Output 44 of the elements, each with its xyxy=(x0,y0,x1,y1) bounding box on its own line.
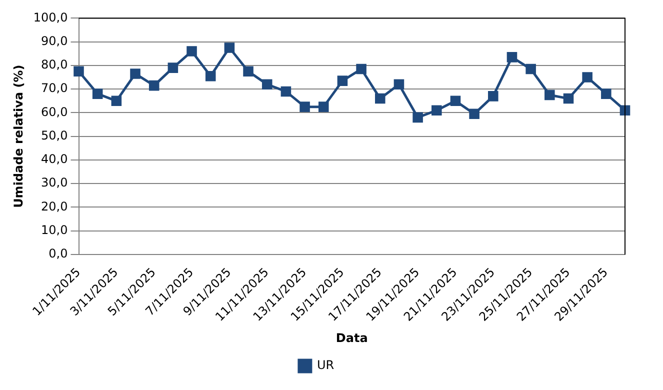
y-tick-label: 0,0 xyxy=(48,246,68,261)
point xyxy=(74,66,84,77)
point xyxy=(280,86,292,97)
point xyxy=(412,112,423,123)
point xyxy=(262,79,272,90)
legend-label: UR xyxy=(316,358,334,372)
y-tick-label: 20,0 xyxy=(41,199,68,214)
point xyxy=(318,102,329,112)
point xyxy=(544,90,555,100)
y-tick-label: 10,0 xyxy=(41,223,68,238)
y-tick-label: 80,0 xyxy=(41,58,68,72)
y-tick-label: 30,0 xyxy=(41,176,68,190)
point xyxy=(374,93,386,104)
y-axis-title: Umidade relativa (%) xyxy=(11,64,26,208)
point xyxy=(601,88,612,99)
point xyxy=(506,52,518,62)
point xyxy=(243,66,254,77)
y-tick-label: 40,0 xyxy=(41,152,68,166)
point xyxy=(111,96,122,106)
point xyxy=(224,42,235,53)
y-tick-label: 70,0 xyxy=(41,81,68,96)
point xyxy=(186,46,197,56)
y-tick-label: 60,0 xyxy=(41,104,68,119)
point xyxy=(168,62,178,73)
point xyxy=(300,102,310,112)
point xyxy=(620,105,630,116)
y-tick-label: 100,0 xyxy=(33,10,68,24)
point xyxy=(356,64,366,74)
point xyxy=(432,105,442,116)
point xyxy=(92,88,103,99)
point xyxy=(469,108,480,120)
point xyxy=(148,80,160,91)
point xyxy=(563,93,574,104)
point xyxy=(205,70,216,82)
y-tick-label: 90,0 xyxy=(41,34,68,48)
point xyxy=(337,76,348,86)
point xyxy=(450,96,461,106)
y-tick-label: 50,0 xyxy=(41,128,68,142)
point xyxy=(488,91,498,102)
point xyxy=(526,64,536,74)
point xyxy=(394,79,404,90)
x-axis-title: Data xyxy=(336,330,368,345)
point xyxy=(582,72,592,82)
point xyxy=(130,68,140,79)
